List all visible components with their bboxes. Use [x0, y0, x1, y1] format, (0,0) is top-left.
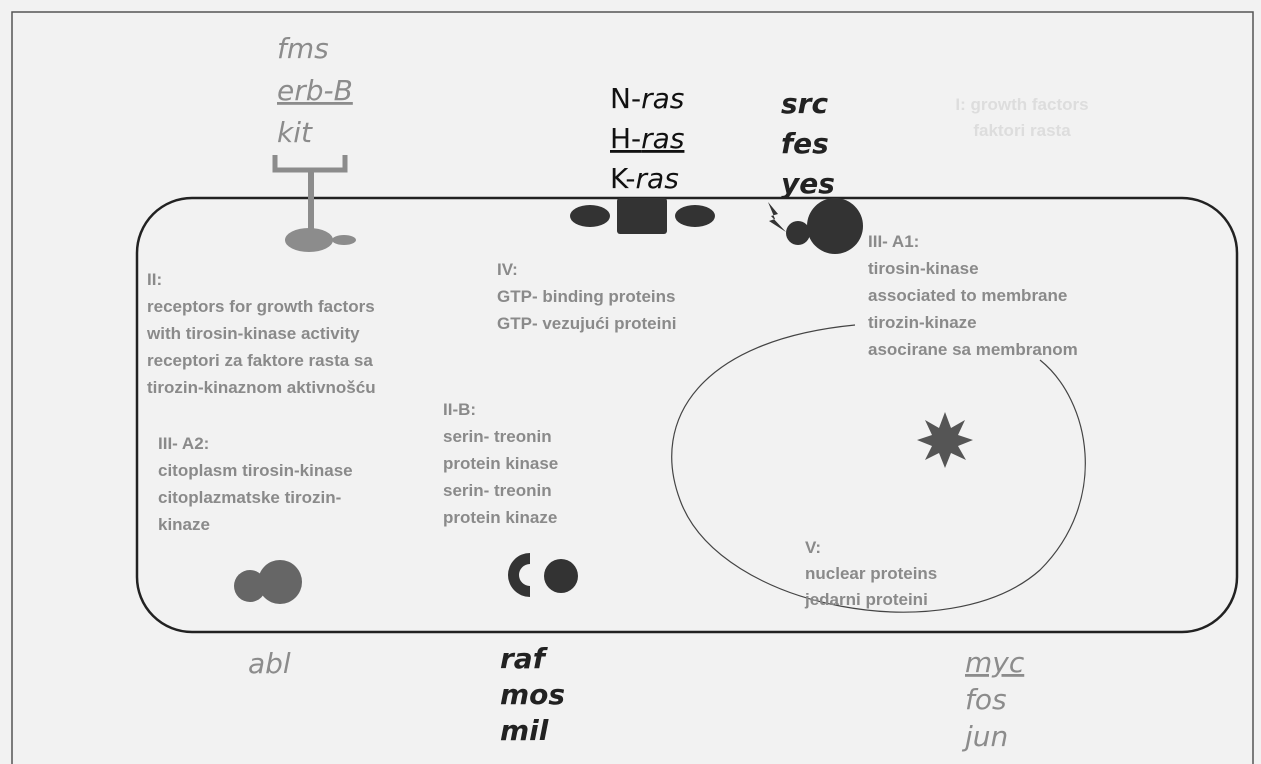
- receptors-label: with tirosin-kinase activity: [146, 324, 360, 343]
- gene-label: raf: [500, 642, 549, 675]
- gene-prefix: H-: [610, 122, 641, 155]
- gene-label: jun: [961, 720, 1008, 753]
- gene-prefix: N-: [610, 82, 641, 115]
- growth-factors-label: I: growth factors: [955, 95, 1088, 114]
- gene-name: ras: [641, 122, 684, 155]
- ras-gene-label: H-ras: [610, 122, 684, 155]
- diagram: I: growth factors faktori rasta II: recepto…: [0, 0, 1261, 764]
- ras-gene-label: N-ras: [610, 82, 684, 115]
- gene-label: fos: [965, 683, 1007, 716]
- cytoplasm-kinase-label: kinaze: [158, 515, 210, 534]
- gene-label: yes: [781, 167, 835, 200]
- serine-kinase-label: protein kinase: [443, 454, 558, 473]
- gene-label: src: [781, 87, 828, 120]
- receptors-label: II:: [147, 270, 162, 289]
- membrane-kinase-label: asocirane sa membranom: [868, 340, 1078, 359]
- gene-label: erb-B: [277, 74, 353, 107]
- gene-label: fes: [781, 127, 829, 160]
- membrane-kinase-label: associated to membrane: [868, 286, 1067, 305]
- gene-prefix: K-: [610, 162, 636, 195]
- nuclear-proteins-label: nuclear proteins: [805, 564, 937, 583]
- receptors-label: receptors for growth factors: [147, 297, 375, 316]
- cytoplasm-kinase-label: III- A2:: [158, 434, 209, 453]
- nuclear-proteins-label: jedarni proteini: [804, 590, 928, 609]
- gtp-label: IV:: [497, 260, 518, 279]
- gtp-label: GTP- vezujući proteini: [497, 314, 676, 333]
- gene-label: kit: [277, 116, 313, 149]
- cytoplasm-kinase-label: citoplazmatske tirozin-: [158, 488, 341, 507]
- membrane-kinase-label: tirosin-kinase: [868, 259, 979, 278]
- gene-label: abl: [248, 647, 291, 680]
- nuclear-proteins-label: V:: [805, 538, 821, 557]
- growth-factors-label: faktori rasta: [973, 121, 1071, 140]
- membrane-kinase-label: III- A1:: [868, 232, 919, 251]
- serine-kinase-label: serin- treonin: [443, 481, 552, 500]
- ras-gene-label: K-ras: [610, 162, 679, 195]
- gene-label: myc: [965, 646, 1025, 679]
- gene-name: ras: [636, 162, 679, 195]
- receptors-label: receptori za faktore rasta sa: [147, 351, 373, 370]
- gene-name: ras: [641, 82, 684, 115]
- cytoplasm-kinase-label: citoplasm tirosin-kinase: [158, 461, 353, 480]
- membrane-kinase-label: tirozin-kinaze: [868, 313, 977, 332]
- serine-kinase-label: protein kinaze: [443, 508, 557, 527]
- serine-kinase-label: serin- treonin: [443, 427, 552, 446]
- gene-label: fms: [277, 32, 329, 65]
- serine-kinase-label: II-B:: [443, 400, 476, 419]
- gene-label: mos: [500, 678, 565, 711]
- receptors-label: tirozin-kinaznom aktivnošću: [147, 378, 376, 397]
- gtp-label: GTP- binding proteins: [497, 287, 675, 306]
- gene-label: mil: [500, 714, 549, 747]
